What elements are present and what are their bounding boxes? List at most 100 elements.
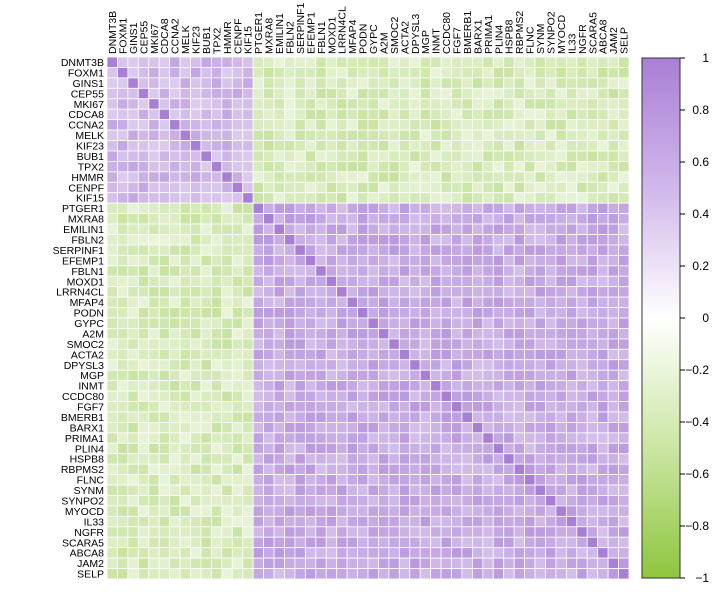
heatmap-cell bbox=[545, 87, 557, 100]
heatmap-cell bbox=[430, 171, 442, 183]
heatmap-cell bbox=[294, 547, 306, 559]
heatmap-cell bbox=[210, 87, 223, 100]
heatmap-cell bbox=[534, 98, 546, 110]
heatmap-cell bbox=[200, 119, 212, 131]
heatmap-cell bbox=[304, 348, 317, 361]
heatmap-cell bbox=[158, 265, 171, 277]
heatmap-cell bbox=[273, 547, 285, 559]
heatmap-cell bbox=[336, 56, 348, 68]
row-label: HSPB8 bbox=[70, 454, 105, 466]
heatmap-cell bbox=[263, 338, 275, 350]
heatmap-cell bbox=[565, 328, 578, 340]
heatmap-cell bbox=[378, 515, 390, 528]
column-label: NGFR bbox=[577, 24, 589, 54]
heatmap-cell bbox=[273, 140, 285, 152]
heatmap-cell bbox=[304, 98, 317, 110]
heatmap-cell bbox=[409, 254, 421, 267]
heatmap-cell bbox=[127, 129, 139, 141]
heatmap-cell bbox=[315, 129, 327, 141]
row-label: RBPMS2 bbox=[61, 464, 104, 476]
heatmap-cell bbox=[565, 495, 578, 507]
heatmap-cell bbox=[252, 390, 265, 402]
heatmap-cell bbox=[378, 171, 390, 183]
heatmap-cell bbox=[304, 421, 317, 434]
heatmap-cell bbox=[378, 254, 390, 267]
heatmap-cell bbox=[284, 495, 296, 507]
heatmap-cell bbox=[315, 328, 327, 340]
heatmap-cell bbox=[315, 348, 327, 361]
heatmap-cell bbox=[252, 453, 265, 465]
heatmap-cell bbox=[315, 108, 327, 121]
heatmap-cell bbox=[565, 171, 578, 183]
heatmap-cell bbox=[492, 223, 505, 235]
heatmap-cell bbox=[273, 87, 285, 100]
heatmap-cell bbox=[471, 547, 484, 559]
heatmap-cell bbox=[325, 213, 338, 225]
heatmap-cell bbox=[106, 495, 118, 507]
heatmap-cell bbox=[419, 401, 432, 413]
heatmap-cell bbox=[482, 192, 494, 204]
heatmap-cell bbox=[419, 254, 432, 267]
heatmap-cell bbox=[179, 505, 191, 517]
heatmap-cell bbox=[492, 119, 505, 131]
heatmap-cell bbox=[294, 119, 306, 131]
column-label: ABCA8 bbox=[598, 19, 610, 54]
heatmap-cell bbox=[586, 119, 599, 131]
heatmap-cell bbox=[471, 87, 484, 100]
heatmap-cell bbox=[378, 442, 390, 455]
heatmap-cell bbox=[169, 296, 181, 308]
heatmap-cell bbox=[430, 307, 442, 319]
heatmap-cell bbox=[210, 369, 223, 382]
heatmap-cell bbox=[148, 317, 160, 329]
heatmap-cell bbox=[284, 453, 296, 465]
heatmap-cell bbox=[461, 77, 473, 89]
heatmap-cell bbox=[325, 432, 338, 444]
heatmap-cell bbox=[618, 380, 630, 392]
heatmap-cell bbox=[231, 129, 244, 141]
heatmap-cell bbox=[607, 390, 619, 402]
heatmap-cell bbox=[398, 474, 411, 486]
heatmap-cell bbox=[106, 453, 118, 465]
heatmap-cell bbox=[325, 495, 338, 507]
heatmap-cell bbox=[200, 390, 212, 402]
heatmap-cell bbox=[524, 442, 536, 455]
heatmap-cell bbox=[106, 536, 118, 549]
heatmap-cell bbox=[127, 160, 139, 173]
heatmap-cell bbox=[200, 453, 212, 465]
heatmap-cell bbox=[190, 265, 202, 277]
heatmap-cell bbox=[545, 140, 557, 152]
heatmap-cell bbox=[231, 568, 244, 580]
heatmap-cell bbox=[618, 338, 630, 350]
heatmap-cell bbox=[336, 213, 348, 225]
heatmap-cell bbox=[169, 536, 181, 549]
heatmap-cell bbox=[398, 307, 411, 319]
heatmap-cell bbox=[524, 160, 536, 173]
heatmap-cell bbox=[127, 275, 139, 288]
heatmap-cell bbox=[440, 181, 452, 194]
heatmap-cell bbox=[440, 369, 452, 382]
heatmap-cell bbox=[179, 401, 191, 413]
heatmap-cell bbox=[388, 275, 400, 288]
heatmap-cell bbox=[565, 223, 578, 235]
heatmap-cell bbox=[513, 390, 525, 402]
heatmap-cell bbox=[419, 317, 432, 329]
heatmap-cell bbox=[273, 390, 285, 402]
heatmap-cell bbox=[221, 234, 233, 246]
heatmap-cell bbox=[565, 150, 578, 162]
heatmap-cell bbox=[618, 150, 630, 162]
heatmap-cell bbox=[378, 56, 390, 68]
heatmap-cell bbox=[586, 380, 599, 392]
heatmap-cell bbox=[273, 234, 285, 246]
colorbar-tick-label: 0.8 bbox=[692, 103, 709, 117]
heatmap-cell bbox=[430, 401, 442, 413]
heatmap-cell bbox=[545, 67, 557, 79]
heatmap-cell bbox=[346, 275, 358, 288]
row-label: DNMT3B bbox=[61, 57, 104, 69]
heatmap-cell bbox=[597, 56, 609, 68]
heatmap-cell bbox=[367, 495, 379, 507]
heatmap-cell bbox=[451, 234, 463, 246]
heatmap-cell bbox=[378, 401, 390, 413]
heatmap-cell bbox=[346, 536, 358, 549]
heatmap-cell bbox=[221, 254, 233, 267]
heatmap-cell bbox=[576, 359, 588, 371]
